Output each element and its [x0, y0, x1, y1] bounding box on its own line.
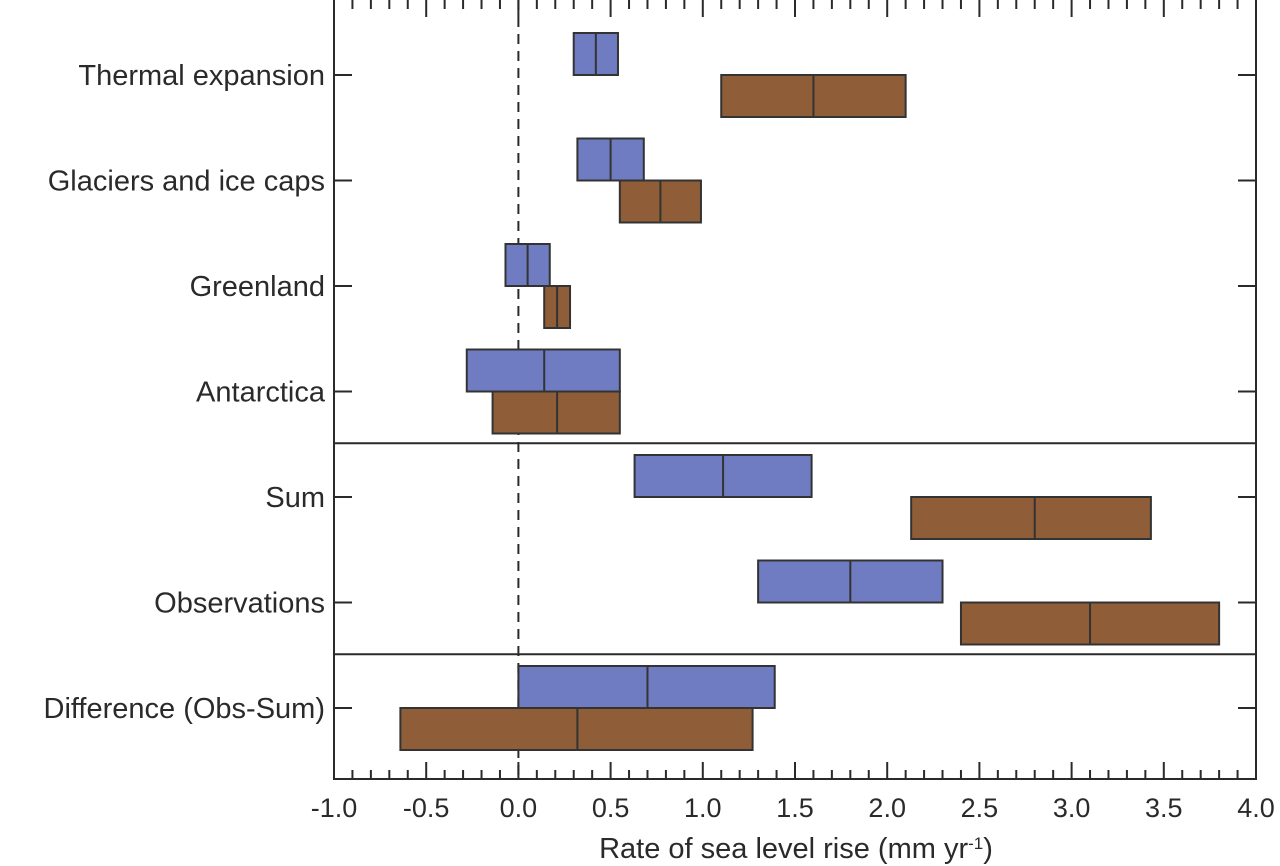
category-label-6: Difference (Obs-Sum) — [44, 693, 326, 725]
x-tick-label-4: 1.0 — [684, 793, 722, 823]
category-label-5: Observations — [154, 588, 325, 620]
x-tick-label-9: 3.5 — [1145, 793, 1183, 823]
category-label-4: Sum — [265, 482, 325, 514]
category-label-2: Greenland — [190, 271, 325, 303]
category-label-0: Thermal expansion — [78, 60, 325, 92]
x-tick-label-1: -0.5 — [403, 793, 450, 823]
x-tick-label-0: -1.0 — [311, 793, 358, 823]
category-labels: Thermal expansion Glaciers and ice caps Gr… — [44, 60, 1256, 725]
x-tick-label-8: 3.0 — [1053, 793, 1091, 823]
category-label-3: Antarctica — [196, 377, 326, 409]
x-tick-label-10: 4.0 — [1237, 793, 1275, 823]
category-label-1: Glaciers and ice caps — [48, 166, 325, 198]
x-tick-label-2: 0.0 — [500, 793, 538, 823]
x-tick-label-5: 1.5 — [776, 793, 814, 823]
x-tick-label-6: 2.0 — [868, 793, 906, 823]
x-ticks: -1.0 -0.5 0.0 0.5 1.0 1.5 2.0 2.5 3.0 3.5 4.0 — [311, 0, 1275, 823]
range-box-lower-4 — [910, 496, 1152, 540]
x-axis-title: Rate of sea level rise (mm yr-1) — [599, 833, 993, 865]
x-tick-label-7: 2.5 — [961, 793, 999, 823]
x-tick-label-3: 0.5 — [592, 793, 630, 823]
range-boxes — [399, 32, 1221, 751]
